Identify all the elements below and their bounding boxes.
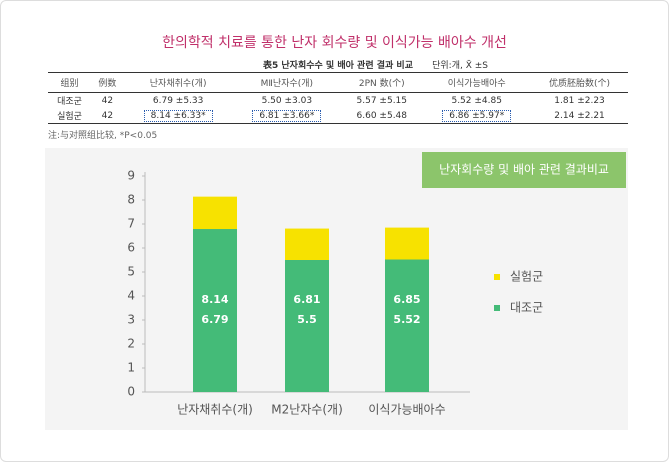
table-cell: 5.52 ±4.85 bbox=[451, 95, 502, 106]
table-cell: 대조군 bbox=[57, 97, 82, 107]
table-cell: 8.14 ±6.33* bbox=[124, 108, 233, 124]
table-cell: 42 bbox=[101, 110, 114, 121]
data-label: 6.81 bbox=[293, 293, 320, 306]
table-caption-row: 表5 난자회수수 및 배아 관련 결과 비교 단위:개, X̄ ±S bbox=[48, 58, 628, 72]
table-cell: 1.81 ±2.23 bbox=[554, 95, 605, 106]
data-label: 6.79 bbox=[201, 313, 228, 326]
chart-title-box bbox=[422, 152, 626, 188]
legend-swatch bbox=[494, 274, 500, 280]
data-label: 5.52 bbox=[393, 313, 420, 326]
header-cell: 例数 bbox=[90, 72, 124, 93]
y-tick-label: 3 bbox=[127, 313, 135, 327]
table-cell: 5.50 ±3.03 bbox=[261, 95, 313, 106]
highlighted-value: 8.14 ±6.33* bbox=[143, 109, 213, 122]
header-cell: 이식가능배아수 bbox=[422, 72, 532, 93]
header-cell: 2PN 数(个) bbox=[341, 72, 423, 93]
y-tick-label: 2 bbox=[127, 337, 135, 351]
bar bbox=[193, 229, 237, 392]
legend-label: 대조군 bbox=[510, 301, 543, 315]
table-cell: 6.79 ±5.33 bbox=[152, 95, 204, 106]
header-cell: 난자채취수(개) bbox=[123, 72, 233, 93]
y-tick-label: 8 bbox=[127, 193, 135, 207]
y-tick-label: 9 bbox=[127, 169, 135, 183]
y-tick-label: 1 bbox=[127, 361, 135, 375]
y-tick-label: 0 bbox=[127, 385, 135, 399]
table-footnote: 注:与对照组比较, *P<0.05 bbox=[48, 131, 158, 141]
header-cell: 组别 bbox=[48, 72, 91, 93]
legend-swatch bbox=[494, 305, 500, 311]
table-cell: 5.57 ±5.15 bbox=[356, 95, 408, 106]
y-tick-label: 6 bbox=[127, 241, 135, 255]
header-cell: 优质胚胎数(个) bbox=[531, 72, 628, 93]
data-label: 5.5 bbox=[297, 313, 317, 326]
table-caption: 表5 난자회수수 및 배아 관련 결과 비교 bbox=[263, 61, 413, 71]
chart-title: 난자회수량 및 배아 관련 결과비교 bbox=[439, 163, 609, 177]
chart-panel bbox=[45, 148, 628, 430]
x-tick-label: M2난자수(개) bbox=[271, 403, 343, 417]
x-tick-label: 난자채취수(개) bbox=[177, 403, 253, 417]
bar bbox=[285, 260, 329, 392]
data-label: 6.85 bbox=[393, 293, 420, 306]
y-tick-label: 5 bbox=[127, 265, 135, 279]
table-block: 表5 난자회수수 및 배아 관련 결과 비교 단위:개, X̄ ±S 组别 例数 난자… bbox=[48, 58, 628, 141]
table-row: 실험군 42 8.14 ±6.33* 6.81 ±3.66* 6.60 ±5.48 6.8… bbox=[48, 108, 628, 124]
highlighted-value: 6.81 ±3.66* bbox=[252, 109, 322, 122]
header-cell: MⅡ난자수(개) bbox=[232, 72, 342, 93]
table-cell: 실험군 bbox=[57, 112, 82, 122]
table-cell: 6.60 ±5.48 bbox=[356, 110, 408, 121]
highlighted-value: 6.86 ±5.97* bbox=[442, 109, 512, 122]
header-row: 组别 例数 난자채취수(개) MⅡ난자수(개) 2PN 数(个) 이식가능배아수 优质胚胎数… bbox=[48, 72, 628, 93]
table-cell: 6.86 ±5.97* bbox=[422, 108, 531, 124]
table-cell: 6.81 ±3.66* bbox=[232, 108, 341, 124]
x-tick-label: 이식가능배아수 bbox=[368, 403, 445, 417]
page-title: 한의학적 치료를 통한 난자 회수량 및 이식가능 배아수 개선 bbox=[162, 35, 507, 51]
table-cell: 2.14 ±2.21 bbox=[554, 110, 605, 121]
data-label: 8.14 bbox=[201, 293, 228, 306]
y-tick-label: 4 bbox=[127, 289, 135, 303]
bar bbox=[385, 259, 429, 392]
y-tick-label: 7 bbox=[127, 217, 135, 231]
table-cell: 42 bbox=[101, 95, 114, 106]
legend-label: 실험군 bbox=[510, 270, 543, 284]
table-row: 대조군 42 6.79 ±5.33 5.50 ±3.03 5.57 ±5.15 5.52 … bbox=[48, 93, 628, 109]
table-unit: 단위:개, X̄ ±S bbox=[432, 61, 488, 71]
table: 组别 例数 난자채취수(개) MⅡ난자수(개) 2PN 数(个) 이식가능배아수 优质胚胎数… bbox=[48, 72, 628, 124]
